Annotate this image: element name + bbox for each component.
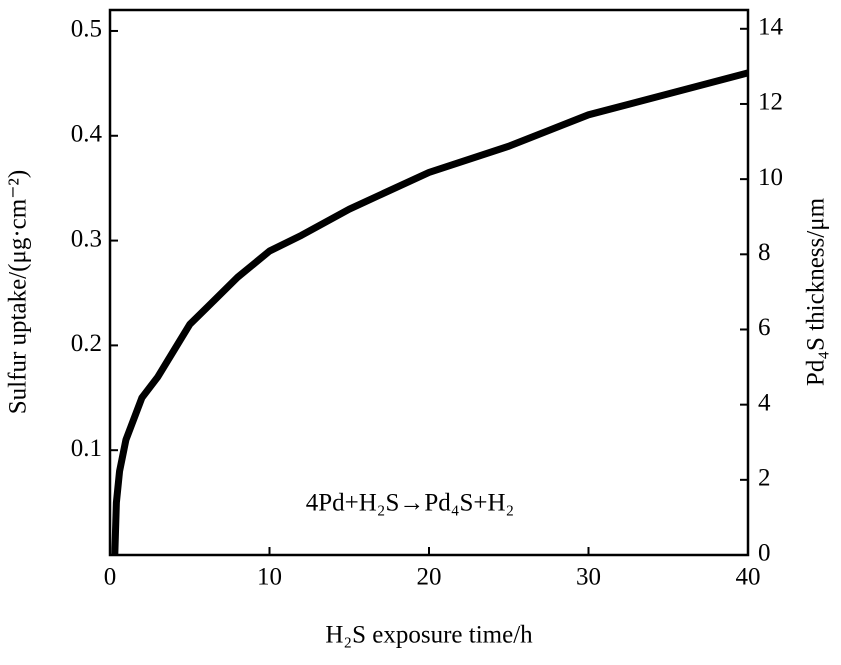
plot-frame <box>108 8 750 557</box>
x-tick-label: 20 <box>417 564 442 591</box>
x-tick-label: 10 <box>257 564 282 591</box>
y-tick-label: 0.1 <box>71 435 102 462</box>
y2-tick-label: 6 <box>758 314 771 341</box>
y2-tick-label: 2 <box>758 465 771 492</box>
x-tick-label: 30 <box>576 564 601 591</box>
y2-tick-label: 14 <box>758 14 784 41</box>
y-tick-label: 0.2 <box>71 330 102 357</box>
y2-tick-label: 8 <box>758 239 771 266</box>
y-tick-label: 0.3 <box>71 225 102 252</box>
y-tick-label: 0.5 <box>71 16 102 43</box>
y-axis-label: Sulfur uptake/(μg·cm⁻²) <box>5 170 32 414</box>
y2-tick-label: 10 <box>758 164 783 191</box>
y2-tick-label: 12 <box>758 89 783 116</box>
y2-tick-label: 4 <box>758 389 771 416</box>
y2-axis-label: Pd₄S thickness/μm <box>803 197 830 386</box>
x-tick-label: 40 <box>736 564 761 591</box>
data-line <box>111 69 749 556</box>
x-axis-label: H₂S exposure time/h <box>325 622 533 649</box>
y-tick-label: 0.4 <box>71 121 103 148</box>
annotation: 4Pd+H₂S→Pd₄S+H₂ <box>306 490 515 517</box>
y2-tick-label: 0 <box>758 540 771 567</box>
x-tick-label: 0 <box>104 564 117 591</box>
